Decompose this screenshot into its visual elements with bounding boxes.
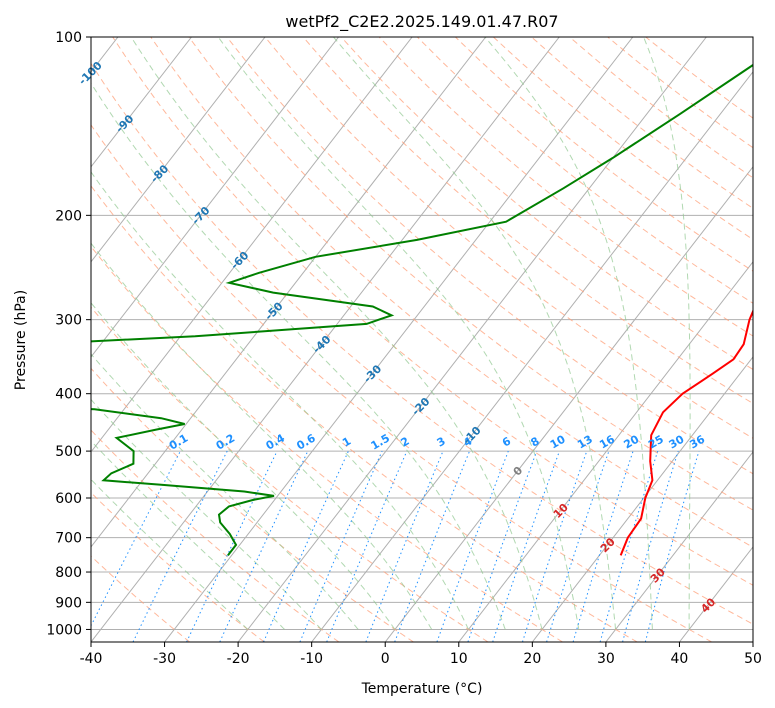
dry-adiabat-line [91,367,414,642]
mixing-ratio-line [132,450,228,642]
dry-adiabat-line [91,185,638,642]
x-tick-label: 20 [523,651,541,667]
dry-adiabat-line [91,245,563,642]
y-tick-label: 500 [55,444,82,460]
moist-adiabat-line [217,37,580,630]
x-tick-label: 0 [381,651,390,667]
dry-adiabat-line [91,124,713,642]
dry-adiabat-line [112,37,753,586]
moist-adiabat-line [643,37,691,630]
y-tick-label: 600 [55,491,82,507]
dry-adiabat-line [416,37,753,304]
mixing-ratio-line [365,450,444,642]
isotherm-line [458,261,753,642]
temperature-line [619,308,753,556]
y-tick-label: 800 [55,565,82,581]
dry-adiabat-line [340,37,753,371]
plot-frame [90,36,754,643]
y-tick-label: 700 [55,531,82,547]
y-tick-label: 100 [55,30,82,46]
moist-adiabat-line [91,302,396,630]
mixing-ratio-line [599,450,659,642]
y-tick-label: 900 [55,595,82,611]
isotherm-line [91,37,413,453]
dry-adiabat-line [91,306,489,642]
chart-title: wetPf2_C2E2.2025.149.01.47.R07 [285,12,558,32]
moist-adiabat-line [91,353,359,630]
isotherm-line [531,356,753,642]
mixing-ratio-line [394,450,471,642]
mixing-ratio-line [546,450,610,642]
mixing-ratio-line [219,450,309,642]
moist-adiabat-line [333,37,617,630]
x-tick-label: 50 [744,651,762,667]
x-tick-label: 10 [450,651,468,667]
mixing-ratio-line [644,450,700,642]
isotherm-line [605,451,753,642]
isotherm-line [91,37,560,642]
moist-adiabat-line [484,37,653,630]
isotherm-line [91,37,266,263]
mixing-ratio-line [572,450,634,642]
x-axis-label: Temperature (°C) [361,681,483,697]
mixing-ratio-line [186,450,278,642]
dry-adiabat-line [188,37,753,511]
moist-adiabat-line [91,478,249,630]
x-tick-label: 30 [597,651,615,667]
y-tick-label: 1000 [46,622,82,638]
y-axis-label: Pressure (hPa) [13,290,29,390]
isotherm-line [237,37,707,642]
x-tick-label: -30 [153,651,176,667]
dry-adiabat-line [91,555,191,642]
y-tick-label: 400 [55,387,82,403]
isotherm-line [164,37,634,642]
moist-adiabat-line [130,37,543,630]
mixing-ratio-line [522,450,588,642]
dry-adiabat-line [378,37,753,337]
isotherm-line [91,37,192,168]
isotherm-line [91,37,487,548]
x-tick-label: -20 [227,651,250,667]
x-tick-label: 40 [671,651,689,667]
moist-adiabat-line [91,440,285,630]
moist-adiabat-line [91,171,469,630]
y-tick-label: 200 [55,208,82,224]
x-tick-label: -40 [80,651,103,667]
dry-adiabat-line [226,37,753,475]
mixing-ratio-line [622,450,679,642]
moist-adiabat-line [91,82,506,630]
isotherm-line [384,166,753,642]
x-tick-label: -10 [300,651,323,667]
isotherm-line [311,70,753,642]
y-tick-label: 300 [55,313,82,329]
isotherm-line [91,37,339,358]
dry-adiabat-line [91,62,753,625]
dewpoint-line [91,63,753,557]
